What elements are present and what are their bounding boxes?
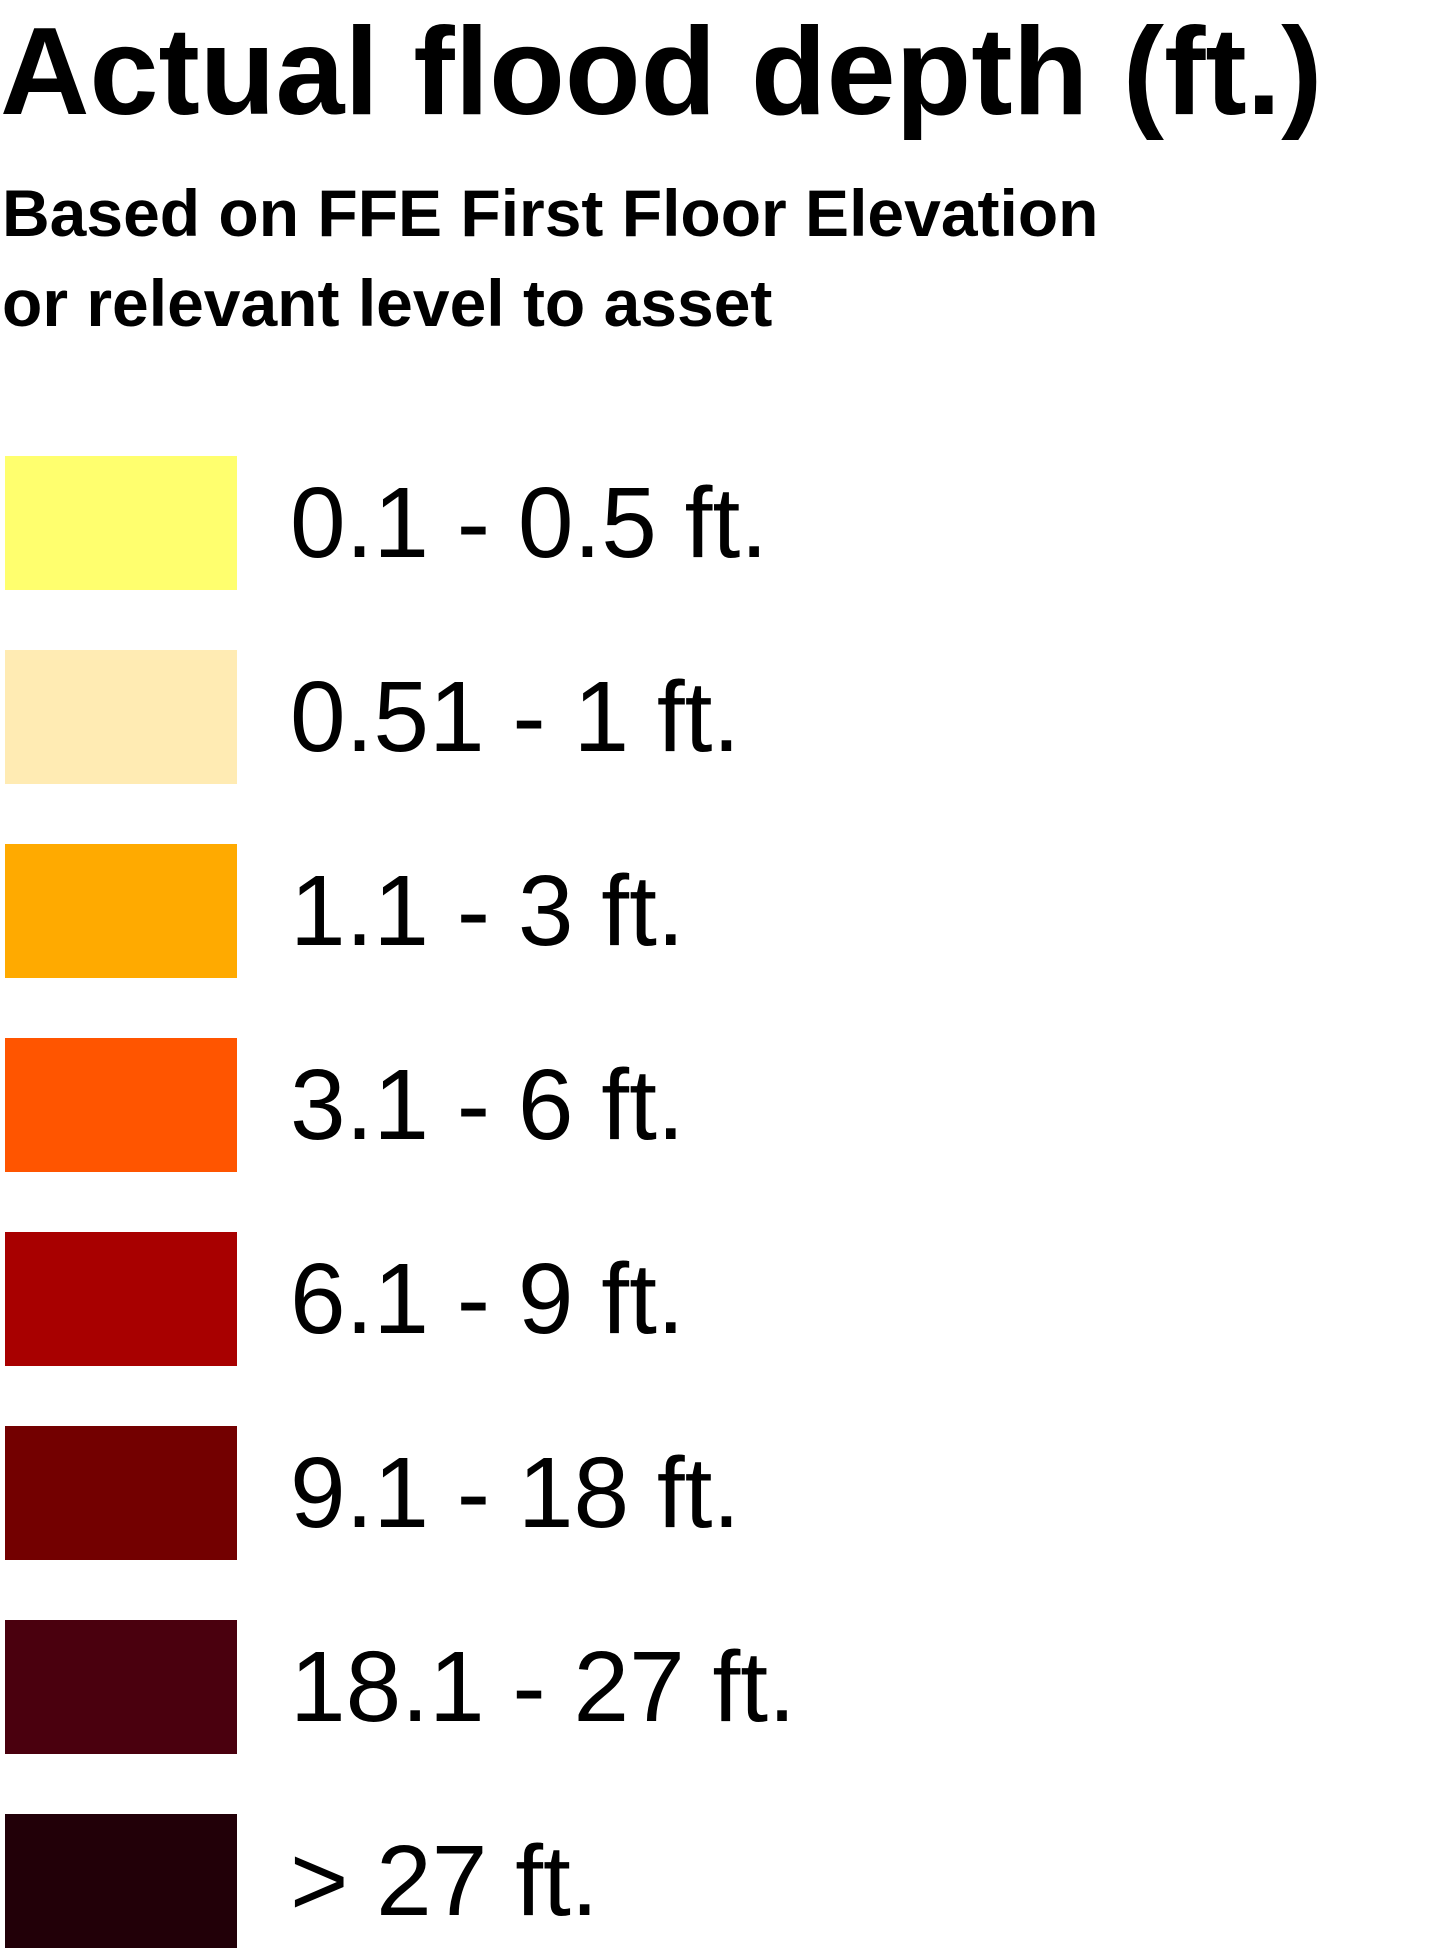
legend-swatch-1 <box>5 650 237 784</box>
legend-swatch-0 <box>5 456 237 590</box>
legend-label-5: 9.1 - 18 ft. <box>290 1437 741 1549</box>
legend-subtitle: Based on FFE First Floor Elevation or re… <box>2 168 1098 348</box>
legend-item-5: 9.1 - 18 ft. <box>0 1426 1433 1560</box>
legend-title: Actual flood depth (ft.) <box>0 3 1323 141</box>
legend-label-6: 18.1 - 27 ft. <box>290 1631 796 1743</box>
legend-item-2: 1.1 - 3 ft. <box>0 844 1433 978</box>
legend-swatch-6 <box>5 1620 237 1754</box>
legend-label-4: 6.1 - 9 ft. <box>290 1243 685 1355</box>
legend-swatch-7 <box>5 1814 237 1948</box>
legend-item-1: 0.51 - 1 ft. <box>0 650 1433 784</box>
legend-item-4: 6.1 - 9 ft. <box>0 1232 1433 1366</box>
legend-label-0: 0.1 - 0.5 ft. <box>290 467 769 579</box>
legend-swatch-5 <box>5 1426 237 1560</box>
legend-item-7: > 27 ft. <box>0 1814 1433 1948</box>
legend-swatch-3 <box>5 1038 237 1172</box>
legend-item-0: 0.1 - 0.5 ft. <box>0 456 1433 590</box>
legend-label-3: 3.1 - 6 ft. <box>290 1049 685 1161</box>
legend-item-3: 3.1 - 6 ft. <box>0 1038 1433 1172</box>
legend-swatch-2 <box>5 844 237 978</box>
legend-subtitle-line-2: or relevant level to asset <box>2 266 773 340</box>
legend-swatch-4 <box>5 1232 237 1366</box>
legend-item-6: 18.1 - 27 ft. <box>0 1620 1433 1754</box>
legend-subtitle-line-1: Based on FFE First Floor Elevation <box>2 176 1099 250</box>
legend-label-1: 0.51 - 1 ft. <box>290 661 741 773</box>
legend-label-7: > 27 ft. <box>290 1825 599 1937</box>
legend-label-2: 1.1 - 3 ft. <box>290 855 685 967</box>
